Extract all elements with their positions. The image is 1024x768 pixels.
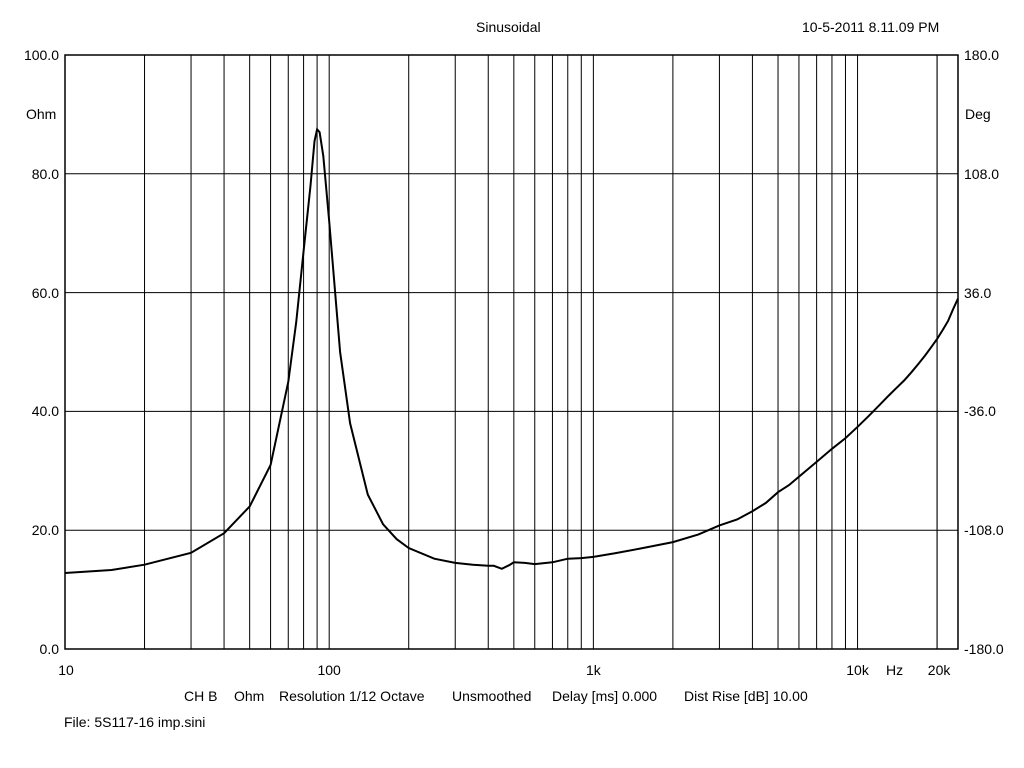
y-tick-label: 20.0	[31, 522, 59, 539]
footer-file: File: 5S117-16 imp.sini	[64, 714, 206, 730]
x-tick-label: 1k	[585, 662, 601, 678]
y2-tick-label: -108.0	[964, 522, 1004, 539]
y-tick-label: 60.0	[31, 284, 59, 301]
y2-tick-label: -180.0	[964, 641, 1004, 657]
footer-unit: Ohm	[234, 688, 265, 704]
impedance-curve	[64, 127, 959, 574]
y-axis-label: Ohm	[26, 106, 57, 122]
y-tick-label: 80.0	[31, 165, 59, 182]
y-tick-label: 40.0	[31, 403, 59, 420]
footer-channel: CH B	[184, 688, 218, 704]
x-axis-unit: Hz	[886, 662, 904, 678]
x-tick-label: 10k	[846, 662, 869, 678]
footer-resolution: Resolution 1/12 Octave	[279, 688, 425, 704]
y-tick-label: 0.0	[39, 641, 59, 657]
footer-delay: Delay [ms] 0.000	[552, 688, 658, 704]
y-tick-label: 100.0	[23, 47, 59, 63]
footer-smoothing: Unsmoothed	[452, 688, 532, 704]
y2-axis-label: Deg	[965, 106, 991, 122]
y2-tick-label: 108.0	[964, 165, 1000, 182]
y2-tick-label: 180.0	[964, 47, 1000, 63]
chart-title: Sinusoidal	[476, 19, 541, 35]
y2-tick-label: -36.0	[964, 403, 996, 420]
timestamp: 10-5-2011 8.11.09 PM	[802, 19, 940, 35]
x-tick-label: 10	[58, 662, 74, 678]
x-tick-label: 20k	[927, 662, 951, 678]
x-tick-label: 100	[317, 662, 341, 678]
footer-dist-rise: Dist Rise [dB] 10.00	[684, 688, 808, 704]
grid	[65, 55, 958, 649]
y2-tick-label: 36.0	[964, 284, 992, 301]
plot-frame	[64, 54, 959, 650]
